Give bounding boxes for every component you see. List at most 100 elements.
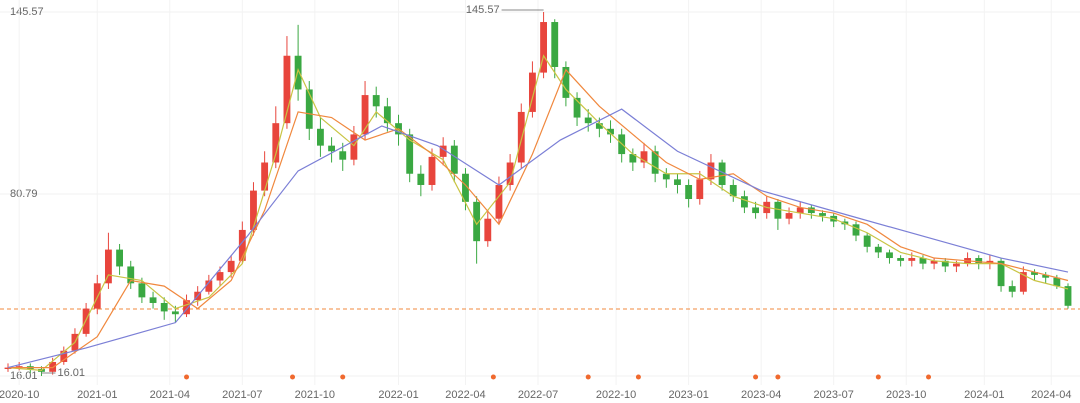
- candle-body: [15, 366, 23, 368]
- candle-body: [160, 302, 168, 312]
- candle-body: [272, 123, 280, 163]
- candle-body: [506, 162, 514, 185]
- event-marker: [184, 374, 190, 380]
- candle-body: [1031, 272, 1038, 275]
- candle-body: [227, 260, 235, 273]
- candle-body: [82, 308, 90, 334]
- candle-body: [819, 213, 826, 216]
- average-line: [7, 108, 1069, 369]
- x-tick-label: 2021-01: [77, 389, 117, 401]
- candle-body: [261, 162, 269, 191]
- candle-body: [205, 280, 213, 292]
- candle-body: [417, 173, 425, 185]
- candle-body: [863, 235, 871, 247]
- candle-body: [662, 173, 670, 180]
- candle-body: [4, 367, 12, 370]
- candle-body: [718, 162, 726, 185]
- candle-body: [250, 190, 257, 230]
- candle-body: [1042, 274, 1050, 278]
- candle-body: [1019, 272, 1027, 292]
- x-tick-label: 2020-10: [0, 389, 39, 401]
- candle-body: [339, 151, 347, 160]
- candle-body: [975, 258, 983, 264]
- candle-body: [517, 111, 525, 163]
- x-tick-label: 2023-10: [886, 389, 926, 401]
- candle-body: [941, 260, 949, 267]
- x-tick-label: 2021-07: [222, 389, 262, 401]
- candle-body: [952, 263, 960, 267]
- x-tick-label: 2024-01: [964, 389, 1004, 401]
- candle-body: [305, 89, 313, 129]
- candle-body: [897, 258, 905, 261]
- candle-body: [573, 97, 581, 118]
- candle-body: [316, 128, 324, 146]
- candle-body: [484, 218, 492, 242]
- annotation-label: 16.01: [57, 367, 85, 379]
- y-tick-label: 16.01: [10, 370, 38, 382]
- event-marker: [875, 374, 881, 380]
- x-tick-label: 2023-04: [741, 389, 781, 401]
- candle-body: [216, 272, 224, 281]
- candle-body: [473, 201, 481, 242]
- candle-body: [104, 249, 112, 284]
- candle-body: [607, 128, 614, 135]
- candle-body: [707, 162, 715, 180]
- candle-body: [528, 72, 536, 112]
- candle-body: [1064, 286, 1072, 306]
- candle-body: [540, 22, 548, 73]
- candle-body: [183, 300, 190, 315]
- candle-body: [328, 145, 336, 152]
- candle-body: [1053, 277, 1061, 287]
- candle-body: [294, 55, 302, 90]
- event-marker: [585, 374, 591, 380]
- candle-body: [439, 145, 447, 157]
- event-marker: [340, 374, 346, 380]
- candle-body: [283, 55, 291, 124]
- candle-body: [874, 246, 882, 253]
- candle-body: [406, 134, 414, 174]
- event-marker: [926, 374, 932, 380]
- x-tick-label: 2023-07: [813, 389, 853, 401]
- candle-body: [908, 258, 916, 261]
- candle-body: [551, 22, 559, 67]
- candle-body: [93, 283, 101, 309]
- candle-body: [640, 151, 648, 163]
- candle-body: [919, 258, 927, 264]
- candle-body: [886, 252, 893, 259]
- candle-body: [462, 173, 469, 202]
- candle-body: [171, 311, 179, 315]
- candle-body: [116, 249, 124, 267]
- x-tick-label: 2024-04: [1031, 389, 1071, 401]
- x-tick-label: 2022-04: [445, 389, 485, 401]
- annotation-label: 145.57: [466, 4, 500, 16]
- candle-body: [562, 66, 570, 98]
- x-tick-label: 2022-07: [518, 389, 558, 401]
- candle-body: [930, 260, 938, 264]
- candle-body: [629, 154, 637, 163]
- candle-body: [752, 207, 760, 214]
- candle-body: [774, 201, 782, 219]
- candle-body: [127, 266, 135, 284]
- candle-body: [238, 229, 246, 261]
- candle-body: [785, 213, 793, 219]
- candle-body: [651, 151, 659, 174]
- event-marker: [775, 374, 781, 380]
- average-line: [8, 68, 1069, 369]
- candle-body: [495, 184, 503, 219]
- candle-body: [1008, 286, 1016, 292]
- candle-body: [584, 117, 592, 124]
- candle-body: [595, 123, 603, 129]
- candle-body: [372, 95, 380, 107]
- candle-body: [350, 134, 358, 160]
- event-marker: [753, 374, 759, 380]
- candle-body: [138, 283, 146, 298]
- event-marker: [490, 374, 496, 380]
- candle-body: [852, 224, 860, 236]
- candle-body: [361, 95, 369, 135]
- x-tick-label: 2022-01: [378, 389, 418, 401]
- y-tick-label: 80.79: [10, 188, 38, 200]
- candle-body: [450, 145, 458, 174]
- event-marker: [635, 374, 641, 380]
- candle-body: [674, 179, 681, 185]
